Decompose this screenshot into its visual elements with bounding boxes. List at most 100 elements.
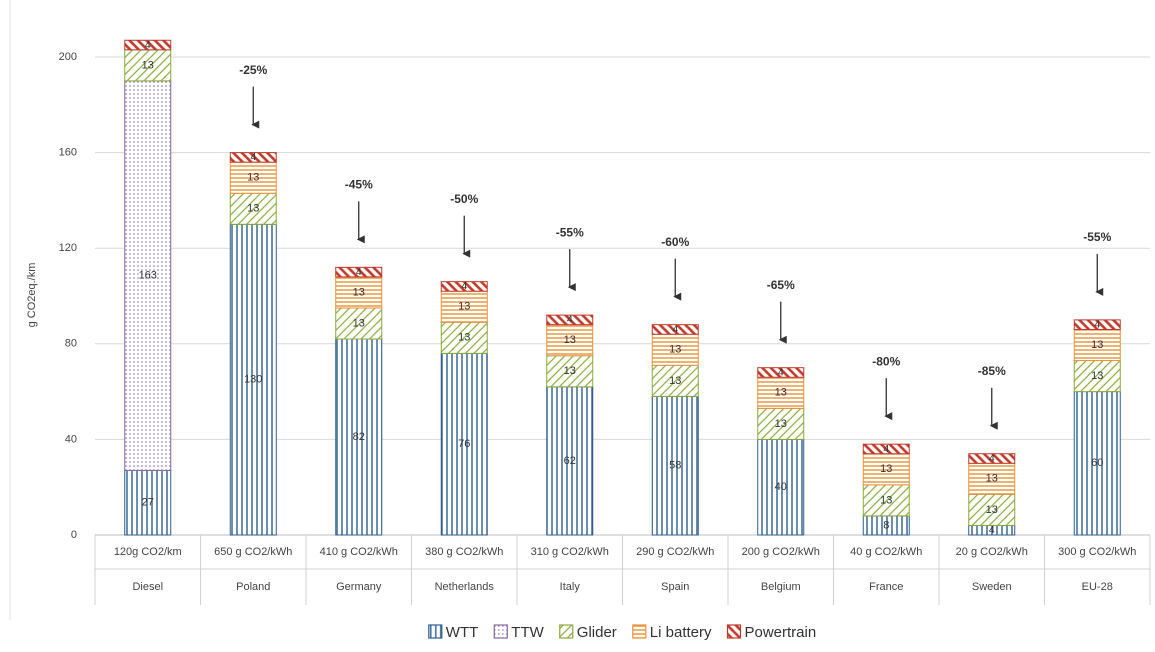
data-label: 4 (989, 524, 995, 536)
x-tick-sublabel: 40 g CO2/kWh (850, 546, 922, 558)
bar-segment (651, 324, 699, 335)
bar-segment (229, 192, 277, 225)
x-tick-label: Poland (236, 581, 270, 593)
bar-segment (546, 386, 594, 536)
bar-segment (546, 314, 594, 326)
reduction-annotation: -60% (661, 235, 689, 249)
data-label: 82 (353, 431, 365, 443)
bar-segment (968, 453, 1016, 464)
y-axis-label: g CO2eq./km (26, 263, 38, 328)
x-tick-sublabel: 120g CO2/km (114, 546, 182, 558)
bar-segment (651, 364, 699, 397)
bar-segment (440, 290, 488, 323)
bar-segment (546, 324, 594, 357)
data-label: 4 (672, 323, 678, 335)
bar-segment (124, 80, 172, 471)
bar-segment (757, 407, 805, 440)
bar-segment (335, 307, 383, 340)
x-tick-label: EU-28 (1082, 581, 1113, 593)
data-label: 60 (1091, 457, 1103, 469)
x-tick-sublabel: 290 g CO2/kWh (636, 546, 714, 558)
reduction-annotation: -85% (978, 364, 1006, 378)
data-label: 4 (250, 151, 256, 163)
data-label: 13 (247, 203, 259, 215)
y-tick-label: 80 (65, 338, 77, 350)
legend-label: Li battery (650, 624, 712, 641)
x-tick-label: Italy (560, 581, 581, 593)
bar-segment (651, 333, 699, 366)
legend: WTT TTW Glider Li battery Powertrain (428, 624, 816, 641)
bar-segment (440, 352, 488, 536)
x-tick-label: Belgium (761, 581, 801, 593)
data-label: 13 (775, 387, 787, 399)
legend-swatch (493, 624, 508, 639)
x-tick-sublabel: 650 g CO2/kWh (214, 546, 292, 558)
bar-segment (651, 395, 699, 536)
bar-segment (440, 281, 488, 292)
x-tick-sublabel: 410 g CO2/kWh (320, 546, 398, 558)
bar-segment (229, 152, 277, 163)
bar-segment (229, 223, 277, 536)
x-tick-label: Spain (661, 581, 689, 593)
x-tick-label: Netherlands (435, 581, 495, 593)
data-label: 13 (247, 172, 259, 184)
data-label: 13 (458, 301, 470, 313)
data-label: 13 (142, 59, 154, 71)
data-label: 13 (669, 375, 681, 387)
legend-label: TTW (511, 624, 544, 641)
reduction-annotation: -55% (556, 225, 584, 239)
x-tick-label: France (869, 581, 903, 593)
bar-segment (862, 443, 910, 455)
data-label: 13 (880, 494, 892, 506)
bar-segment (757, 438, 805, 536)
data-label: 4 (567, 314, 573, 326)
legend-label: Glider (577, 624, 617, 641)
bar-segment (1073, 319, 1121, 330)
bar-segment (862, 484, 910, 517)
reduction-annotation: -80% (872, 354, 900, 368)
data-label: 13 (353, 286, 365, 298)
x-tick-sublabel: 300 g CO2/kWh (1058, 546, 1136, 558)
bar-segment (335, 338, 383, 536)
data-label: 4 (778, 366, 784, 378)
data-label: 13 (775, 418, 787, 430)
bar-segment (862, 453, 910, 486)
bar-segment (124, 49, 172, 82)
y-tick-label: 40 (65, 433, 77, 445)
reduction-annotation: -55% (1083, 230, 1111, 244)
x-tick-sublabel: 380 g CO2/kWh (425, 546, 503, 558)
data-label: 4 (461, 280, 467, 292)
bar-segment (124, 39, 172, 51)
data-label: 13 (986, 473, 998, 485)
bar-segment (335, 266, 383, 278)
bar-segment (757, 376, 805, 409)
data-label: 13 (353, 317, 365, 329)
data-label: 8 (883, 519, 889, 531)
legend-swatch (428, 624, 443, 639)
data-label: 13 (1091, 370, 1103, 382)
bar-segment (124, 469, 172, 536)
x-tick-sublabel: 200 g CO2/kWh (742, 546, 820, 558)
bar-segment (440, 321, 488, 354)
data-label: 4 (356, 266, 362, 278)
bar-segment (335, 276, 383, 309)
data-label: 4 (883, 443, 889, 455)
y-tick-label: 0 (71, 529, 77, 541)
reduction-annotation: -25% (239, 63, 267, 77)
bar-segment (546, 355, 594, 388)
data-label: 4 (145, 39, 151, 51)
reduction-annotation: -45% (345, 177, 373, 191)
x-tick-sublabel: 310 g CO2/kWh (531, 546, 609, 558)
data-label: 13 (564, 365, 576, 377)
y-tick-label: 200 (59, 51, 77, 63)
bar-segment (1073, 328, 1121, 362)
x-tick-label: Sweden (972, 581, 1012, 593)
legend-swatch (559, 624, 574, 639)
data-label: 163 (139, 270, 157, 282)
data-label: 76 (458, 438, 470, 450)
data-label: 40 (775, 481, 787, 493)
data-label: 130 (244, 374, 262, 386)
bar-segment (968, 493, 1016, 526)
data-label: 4 (989, 452, 995, 464)
